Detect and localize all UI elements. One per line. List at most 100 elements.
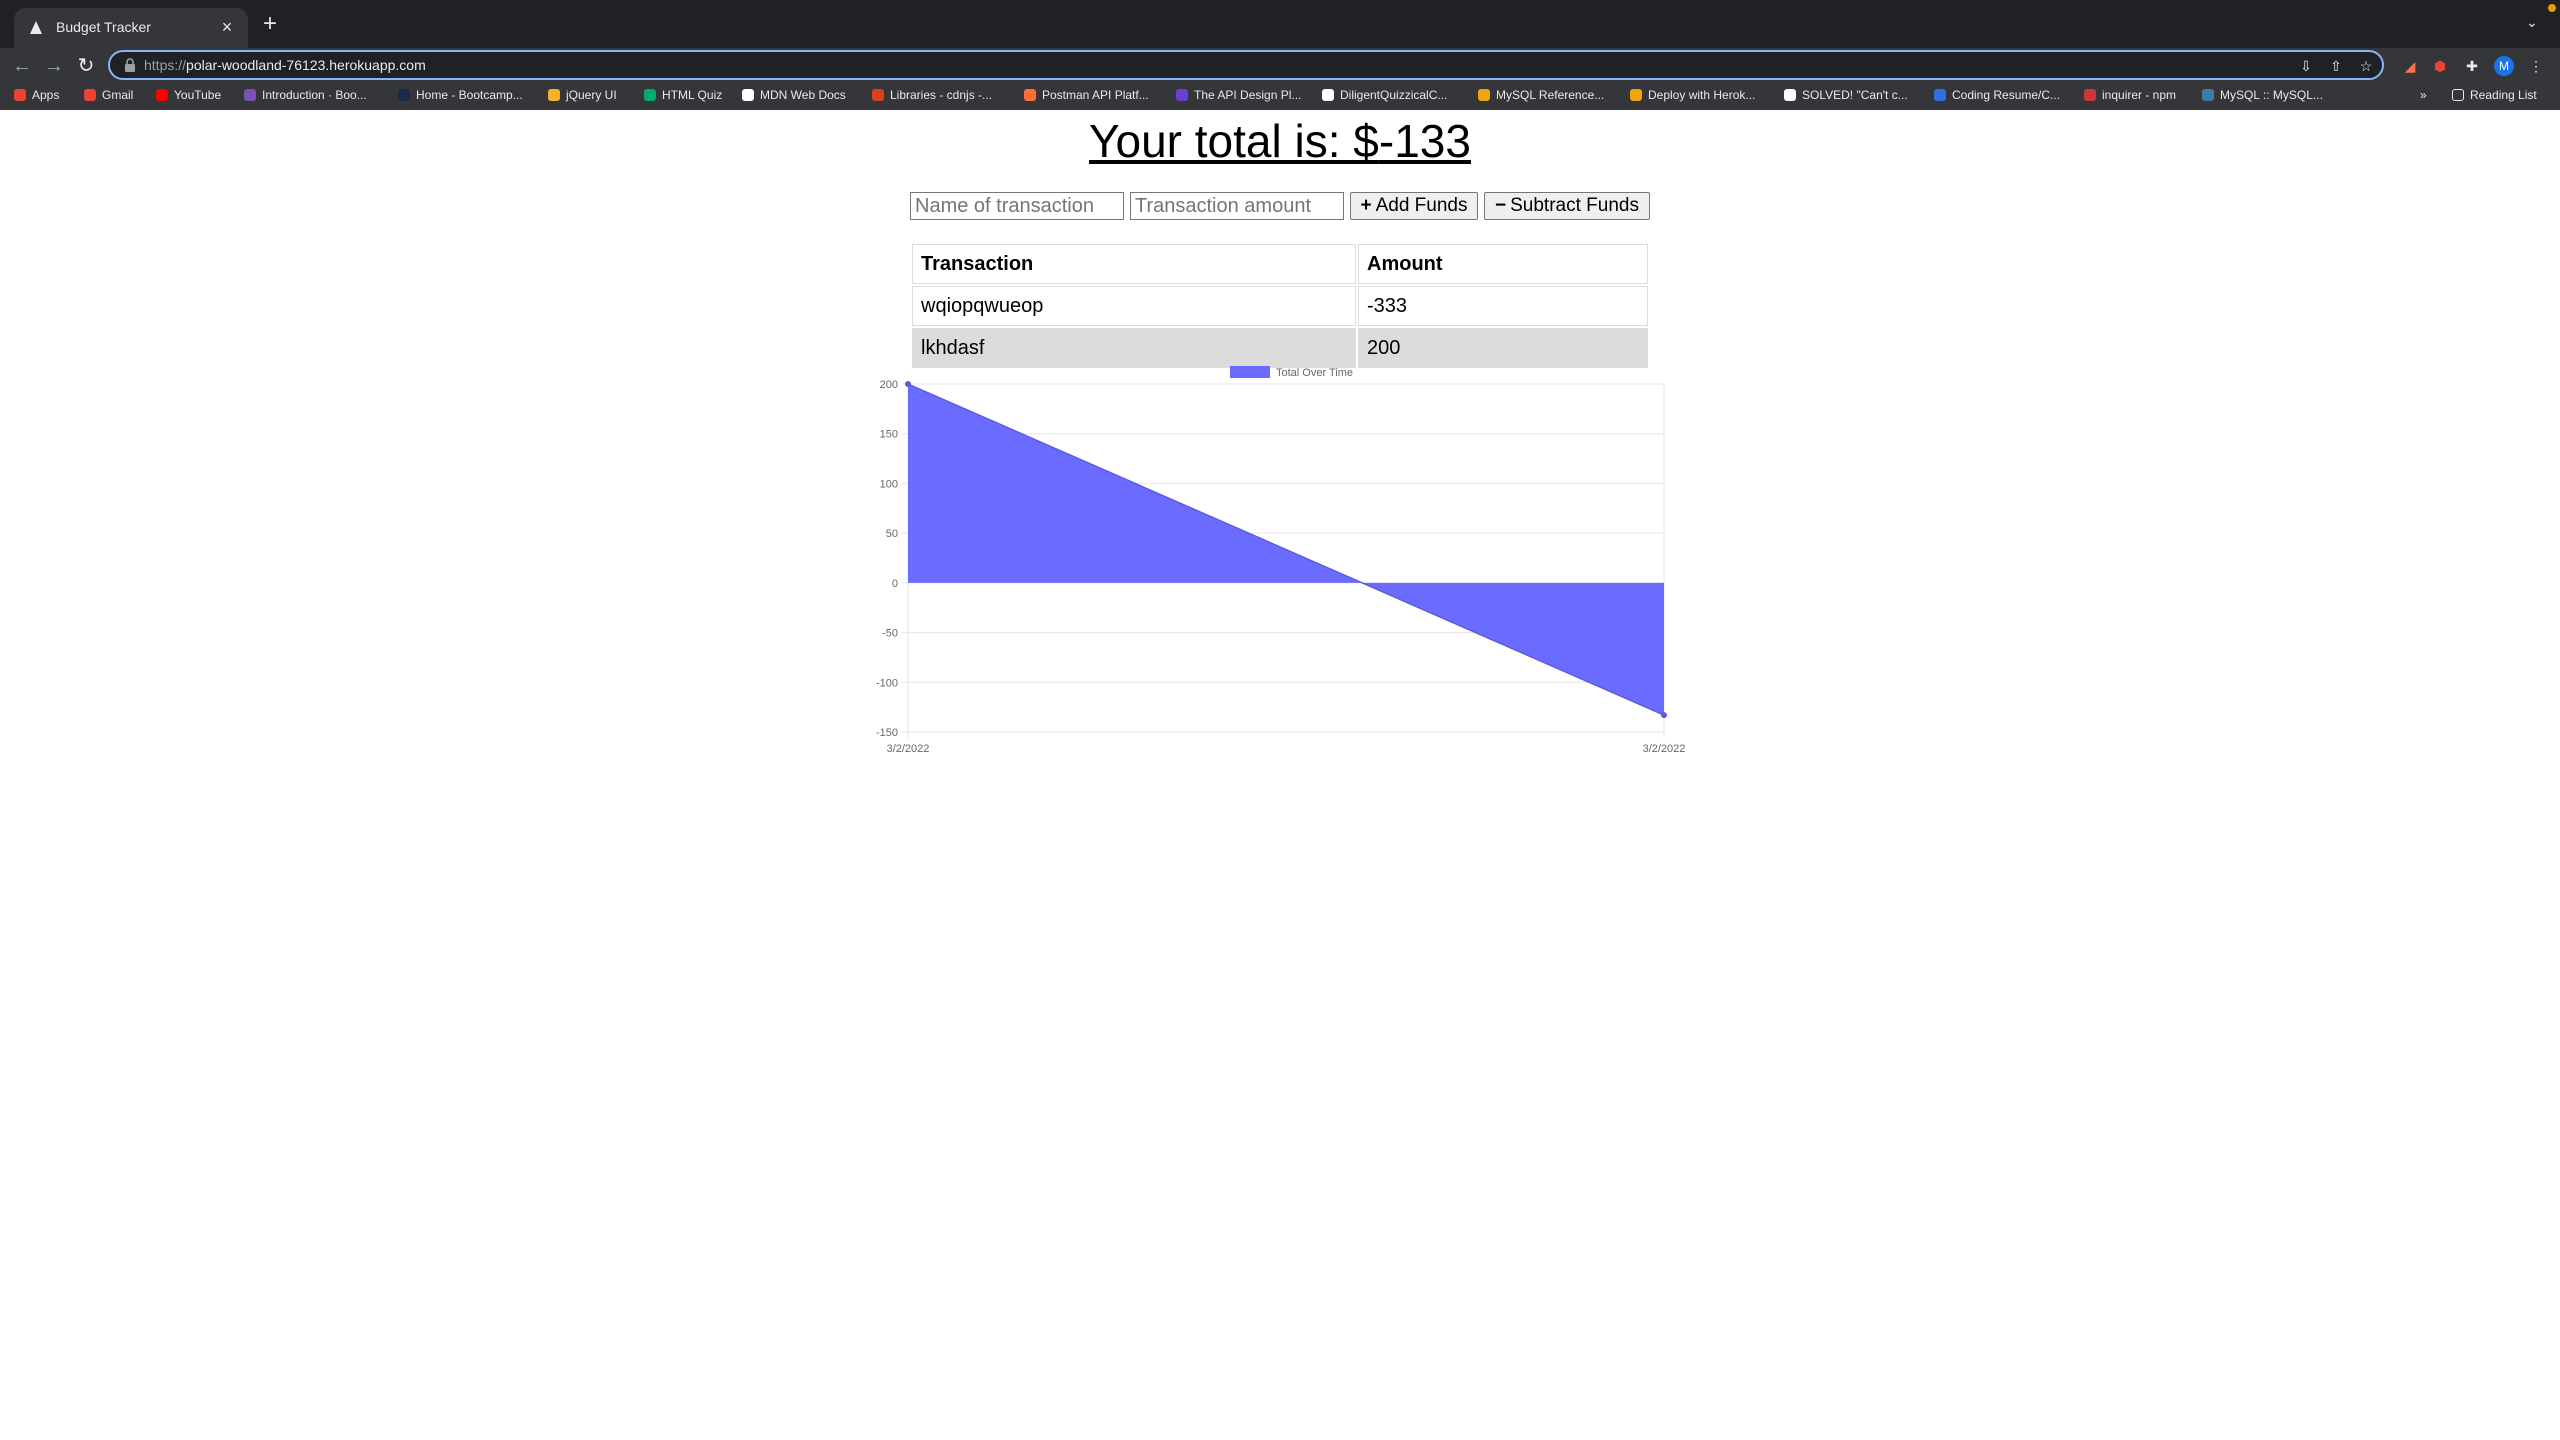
bookmark-label: Apps [32,88,60,102]
reading-list-icon [2452,89,2464,101]
forward-icon[interactable]: → [44,55,64,77]
bookmark-item[interactable]: MySQL Reference... [1478,88,1604,106]
bookmark-favicon-icon [872,89,884,101]
bookmark-star-icon[interactable]: ☆ [2359,58,2373,74]
url-scheme: https:// [144,57,187,73]
share-icon[interactable]: ⇧ [2330,58,2342,74]
transaction-amount-cell: 200 [1358,328,1648,368]
reading-list-label: Reading List [2470,88,2537,102]
update-dot-icon [2548,4,2556,12]
bookmark-favicon-icon [1322,89,1334,101]
lock-icon [125,58,135,72]
y-tick-label: 200 [880,379,898,391]
bookmark-item[interactable]: Apps [14,88,59,106]
bookmark-item[interactable]: DiligentQuizzicalC... [1322,88,1447,106]
add-funds-button[interactable]: + Add Funds [1350,192,1478,220]
y-tick-label: 50 [886,528,898,540]
total-over-time-chart: 200 150 100 50 0 -50 -100 -150 3/2/2022 3/2/2022 T… [876,366,1686,755]
bookmark-favicon-icon [548,89,560,101]
tab-close-icon[interactable]: × [221,17,233,37]
bookmark-item[interactable]: Introduction · Boo... [244,88,367,106]
browser-chrome: Budget Tracker × + ⌄ ← → ↻ https://polar… [0,0,2560,111]
minus-icon: − [1495,195,1507,216]
bookmark-label: Postman API Platf... [1042,88,1149,102]
bookmark-label: MDN Web Docs [760,88,846,102]
y-tick-label: -100 [876,677,898,689]
column-header-amount: Amount [1358,244,1648,284]
bookmark-favicon-icon [644,89,656,101]
legend-label: Total Over Time [1276,367,1353,379]
bookmark-item[interactable]: MDN Web Docs [742,88,846,106]
bookmark-label: Introduction · Boo... [262,88,367,102]
bookmarks-overflow-icon[interactable]: » [2420,88,2427,102]
y-tick-label: 100 [880,478,898,490]
table-row: wqiopqwueop -333 [912,286,1648,326]
bookmark-item[interactable]: inquirer - npm [2084,88,2176,106]
url-text: https://polar-woodland-76123.herokuapp.c… [144,57,426,73]
url-host: polar-woodland-76123.herokuapp.com [186,57,426,73]
table-row: lkhdasf 200 [912,328,1648,368]
bookmark-item[interactable]: Coding Resume/C... [1934,88,2060,106]
plus-icon: + [1360,195,1372,216]
bookmark-item[interactable]: jQuery UI [548,88,617,106]
tab-search-icon[interactable]: ⌄ [2526,14,2538,30]
bookmark-label: HTML Quiz [662,88,723,102]
browser-toolbar: ← → ↻ https://polar-woodland-76123.herok… [0,48,2560,84]
bookmark-item[interactable]: Home - Bootcamp... [398,88,523,106]
bookmark-item[interactable]: Gmail [84,88,133,106]
bookmark-item[interactable]: Postman API Platf... [1024,88,1149,106]
bookmark-favicon-icon [84,89,96,101]
install-icon[interactable]: ⇩ [2300,58,2312,74]
tab-title: Budget Tracker [56,19,151,35]
tab-budget-tracker[interactable]: Budget Tracker × [14,8,248,48]
bookmark-item[interactable]: HTML Quiz [644,88,722,106]
bookmark-favicon-icon [1024,89,1036,101]
extension-shield-icon[interactable]: ⬢ [2433,58,2447,74]
reading-list-button[interactable]: Reading List [2452,88,2537,106]
transaction-name-cell: lkhdasf [912,328,1356,368]
total-label: Your total is: $ [1089,115,1379,167]
bookmark-favicon-icon [1784,89,1796,101]
table-header-row: Transaction Amount [912,244,1648,284]
reload-icon[interactable]: ↻ [77,55,95,77]
bookmark-favicon-icon [1176,89,1188,101]
add-funds-label: Add Funds [1375,195,1468,216]
budget-page: Your total is: $-133 +Add Funds −Subtrac… [0,110,2560,1440]
transaction-amount-input[interactable] [1130,192,1344,220]
bookmark-favicon-icon [244,89,256,101]
kebab-menu-icon[interactable]: ⋮ [2529,58,2543,74]
legend-swatch [1230,366,1270,378]
bookmark-item[interactable]: Deploy with Herok... [1630,88,1755,106]
extension-icon[interactable]: ◢ [2404,58,2416,74]
bookmark-label: DiligentQuizzicalC... [1340,88,1448,102]
bookmark-label: Coding Resume/C... [1952,88,2061,102]
data-point [905,381,911,387]
tab-favicon-icon [30,21,42,34]
bookmark-label: jQuery UI [566,88,617,102]
x-tick-label: 3/2/2022 [1643,743,1686,755]
subtract-funds-label: Subtract Funds [1510,195,1639,216]
bookmark-item[interactable]: The API Design Pl... [1176,88,1301,106]
series-line [907,383,1665,716]
address-bar[interactable]: https://polar-woodland-76123.herokuapp.c… [108,50,2384,80]
total-heading: Your total is: $-133 [0,114,2560,168]
back-icon[interactable]: ← [12,55,32,77]
subtract-funds-button[interactable]: − Subtract Funds [1484,192,1650,220]
profile-avatar[interactable]: M [2494,56,2514,76]
bookmark-item[interactable]: SOLVED! "Can't c... [1784,88,1908,106]
bookmark-item[interactable]: MySQL :: MySQL... [2202,88,2323,106]
bookmark-item[interactable]: YouTube [156,88,221,106]
y-tick-label: -150 [876,727,898,739]
bookmark-favicon-icon [156,89,168,101]
bookmark-favicon-icon [742,89,754,101]
extensions-puzzle-icon[interactable]: ✚ [2466,58,2478,74]
new-tab-icon[interactable]: + [262,10,277,37]
bookmark-label: MySQL Reference... [1496,88,1605,102]
bookmark-label: Home - Bootcamp... [416,88,523,102]
apps-grid-icon [14,89,26,101]
bookmark-item[interactable]: Libraries - cdnjs -... [872,88,992,106]
bookmark-label: SOLVED! "Can't c... [1802,88,1908,102]
transaction-name-input[interactable] [910,192,1124,220]
data-point [1661,712,1667,719]
bookmark-label: Gmail [102,88,134,102]
